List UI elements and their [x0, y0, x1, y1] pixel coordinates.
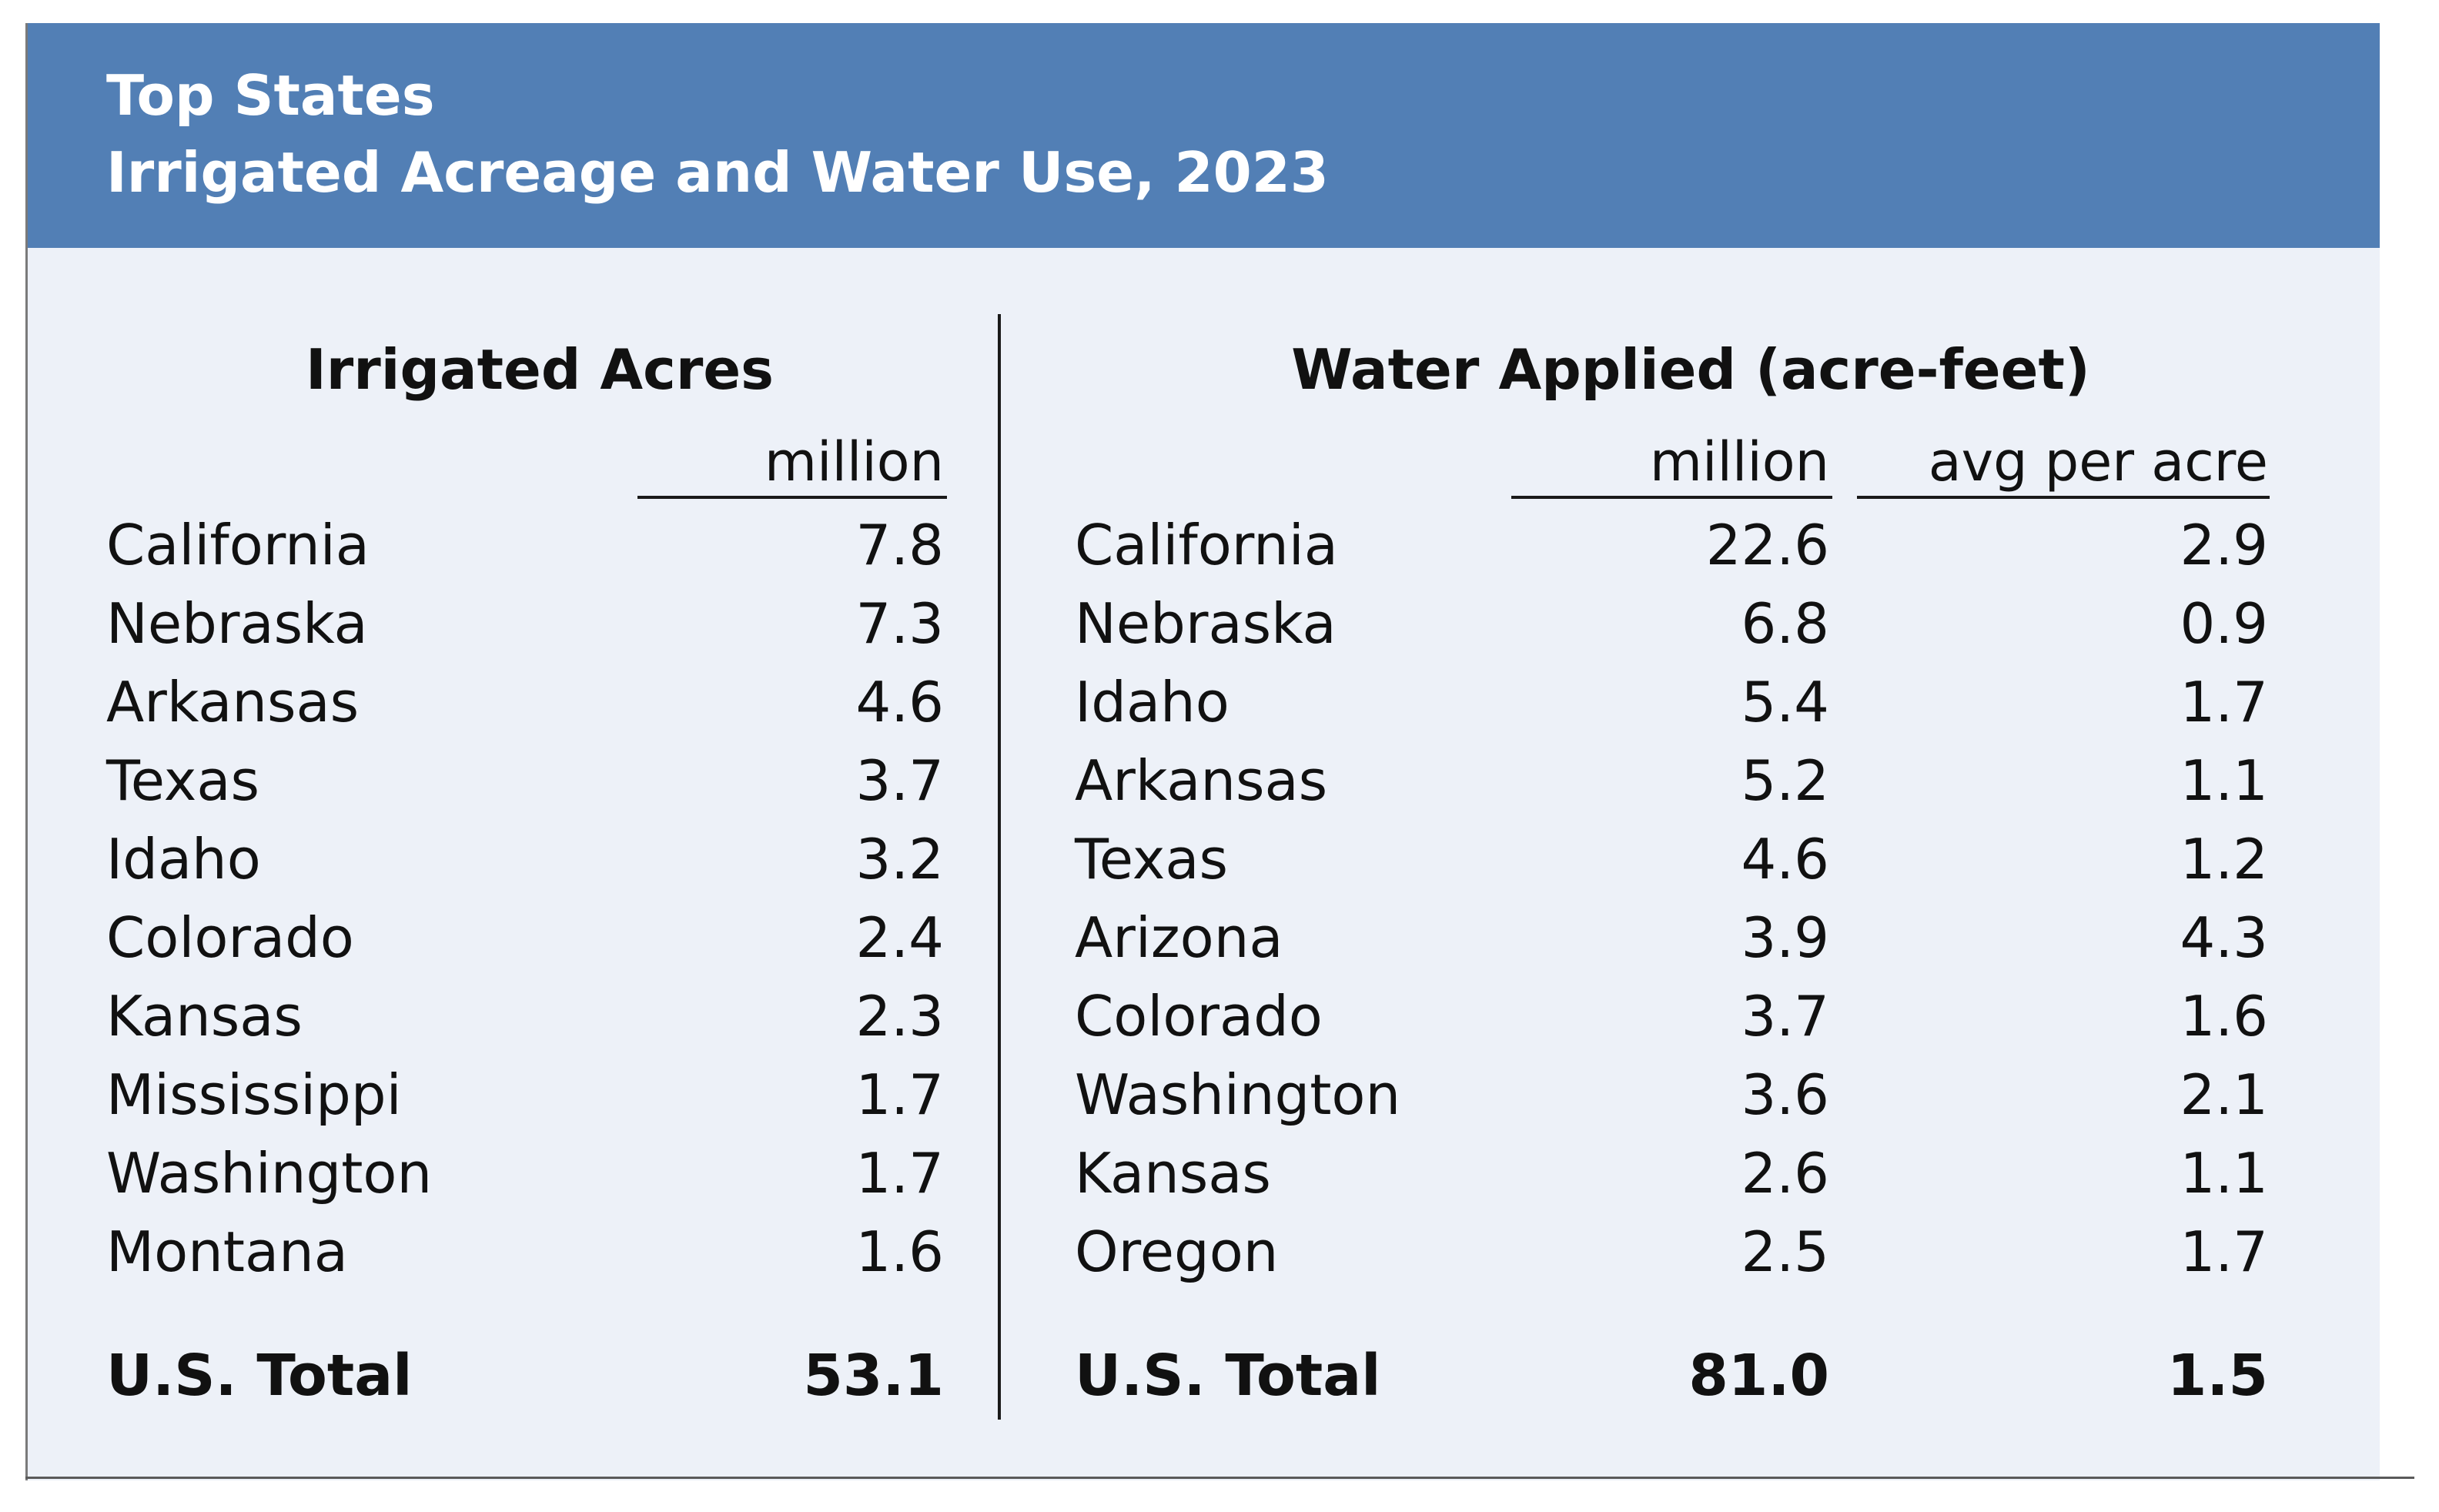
left-row-state: Idaho	[106, 827, 261, 891]
right-row-million: 22.6	[1705, 513, 1829, 577]
right-row-state: Colorado	[1075, 984, 1323, 1049]
left-row-value: 7.8	[855, 513, 944, 577]
left-row-value: 7.3	[855, 591, 944, 656]
water-applied-title: Water Applied (acre-feet)	[1291, 337, 2090, 402]
right-row-avg: 1.7	[2180, 670, 2268, 734]
header-banner: Top States Irrigated Acreage and Water U…	[28, 23, 2380, 248]
left-total-label: U.S. Total	[106, 1343, 413, 1409]
left-unit-label: million	[764, 430, 944, 493]
right-row-avg: 2.9	[2180, 513, 2268, 577]
right-row-state: Washington	[1075, 1062, 1401, 1127]
left-row-state: Colorado	[106, 905, 354, 970]
left-row-value: 1.6	[855, 1219, 944, 1284]
right-row-million: 6.8	[1741, 591, 1829, 656]
left-row-value: 2.3	[855, 984, 944, 1049]
right-row-million: 5.2	[1741, 748, 1829, 813]
right-row-million: 3.6	[1741, 1062, 1829, 1127]
left-unit-rule	[637, 496, 947, 499]
right-row-avg: 1.6	[2180, 984, 2268, 1049]
right-row-state: California	[1075, 513, 1338, 577]
left-row-state: Kansas	[106, 984, 303, 1049]
right-total-avg: 1.5	[2166, 1343, 2268, 1409]
right-row-state: Texas	[1075, 827, 1229, 891]
table-card: Top States Irrigated Acreage and Water U…	[25, 23, 2380, 1480]
left-row-state: Nebraska	[106, 591, 368, 656]
left-row-value: 1.7	[855, 1062, 944, 1127]
right-row-million: 5.4	[1741, 670, 1829, 734]
right-row-avg: 0.9	[2180, 591, 2268, 656]
right-total-million: 81.0	[1688, 1343, 1829, 1409]
irrigated-acres-title: Irrigated Acres	[305, 337, 775, 402]
right-row-state: Arkansas	[1075, 748, 1328, 813]
right-row-avg: 2.1	[2180, 1062, 2268, 1127]
right-total-label: U.S. Total	[1075, 1343, 1381, 1409]
right-avg-label: avg per acre	[1928, 430, 2268, 493]
left-row-value: 1.7	[855, 1141, 944, 1206]
right-million-rule	[1511, 496, 1832, 499]
right-row-million: 3.9	[1741, 905, 1829, 970]
left-row-value: 4.6	[855, 670, 944, 734]
left-row-state: Washington	[106, 1141, 433, 1206]
right-row-million: 3.7	[1741, 984, 1829, 1049]
left-row-state: Texas	[106, 748, 260, 813]
right-row-state: Nebraska	[1075, 591, 1337, 656]
header-subtitle: Irrigated Acreage and Water Use, 2023	[106, 140, 1329, 205]
left-total-value: 53.1	[803, 1343, 944, 1409]
left-row-state: California	[106, 513, 370, 577]
left-row-value: 3.2	[855, 827, 944, 891]
right-row-state: Kansas	[1075, 1141, 1271, 1206]
left-row-state: Montana	[106, 1219, 348, 1284]
right-row-avg: 1.1	[2180, 748, 2268, 813]
right-row-million: 2.5	[1741, 1219, 1829, 1284]
left-row-value: 3.7	[855, 748, 944, 813]
right-row-million: 2.6	[1741, 1141, 1829, 1206]
column-divider	[998, 314, 1001, 1420]
right-row-avg: 1.1	[2180, 1141, 2268, 1206]
header-title: Top States	[106, 63, 435, 128]
bottom-rule	[25, 1477, 2414, 1479]
left-row-state: Mississippi	[106, 1062, 402, 1127]
right-avg-rule	[1857, 496, 2270, 499]
right-row-avg: 4.3	[2180, 905, 2268, 970]
right-row-million: 4.6	[1741, 827, 1829, 891]
right-row-state: Idaho	[1075, 670, 1230, 734]
right-row-avg: 1.7	[2180, 1219, 2268, 1284]
right-row-state: Oregon	[1075, 1219, 1279, 1284]
right-row-avg: 1.2	[2180, 827, 2268, 891]
right-million-label: million	[1649, 430, 1829, 493]
left-row-value: 2.4	[855, 905, 944, 970]
left-row-state: Arkansas	[106, 670, 360, 734]
right-row-state: Arizona	[1075, 905, 1283, 970]
